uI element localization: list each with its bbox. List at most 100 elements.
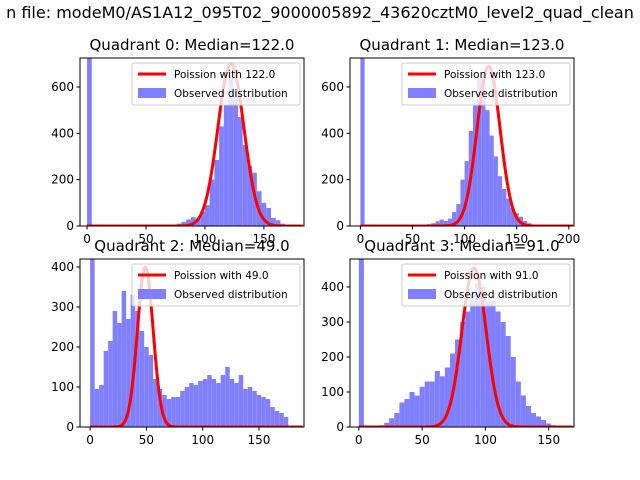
x-tick-label: 100 [453, 232, 476, 246]
histogram-bar [103, 351, 109, 427]
histogram-bar [465, 311, 471, 427]
histogram-bar [214, 159, 220, 226]
x-tick-label: 50 [139, 433, 154, 447]
histogram-bar [520, 395, 526, 427]
legend-observed-label: Observed distribution [174, 289, 288, 301]
y-tick-label: 0 [66, 420, 74, 434]
histogram-bar [121, 291, 127, 427]
x-tick-label: 0 [355, 433, 363, 447]
x-tick-label: 100 [474, 433, 497, 447]
histogram-bar [456, 203, 461, 226]
panel-title: Quadrant 3: Median=91.0 [364, 237, 559, 255]
histogram-bar [186, 219, 191, 226]
histogram-bar [181, 221, 187, 226]
plot-area [86, 58, 304, 226]
histogram-bar [274, 411, 280, 427]
histogram-bar [409, 392, 415, 427]
legend-poisson-label: Poission with 49.0 [174, 270, 269, 282]
legend-observed-swatch [138, 289, 166, 299]
histogram-bar [135, 311, 140, 427]
histogram-bar [94, 389, 100, 427]
histogram-bar [506, 198, 511, 226]
histogram-bar [480, 287, 486, 427]
legend-box [401, 62, 571, 106]
histogram-bar [444, 367, 450, 427]
histogram-bar [429, 381, 435, 427]
histogram-bar [283, 417, 289, 427]
histogram-bar [472, 105, 478, 226]
histogram-bar [247, 387, 253, 427]
histogram-bar [477, 77, 482, 226]
histogram-bar [439, 219, 444, 226]
legend-observed-label: Observed distribution [444, 88, 558, 100]
x-tick-label: 0 [83, 232, 91, 246]
histogram-bar [166, 399, 172, 427]
histogram-bar [220, 375, 226, 427]
histogram-bar [195, 219, 201, 226]
histogram-bar [489, 135, 494, 226]
histogram-bar [144, 347, 149, 427]
histogram-bar [265, 399, 271, 427]
y-tick-label: 100 [321, 385, 344, 399]
x-tick-label: 150 [252, 232, 275, 246]
histogram-bar [87, 58, 92, 226]
y-tick-label: 400 [321, 280, 344, 294]
y-tick-label: 0 [66, 219, 74, 233]
histogram-bar [252, 391, 257, 427]
histogram-bar [360, 58, 365, 226]
histogram-bar [279, 413, 284, 427]
histogram-bar [358, 259, 364, 427]
histogram-bar [495, 311, 501, 427]
histogram-bar [112, 311, 118, 427]
figure-title: n file: modeM0/AS1A12_095T02_9000005892_… [6, 3, 634, 23]
legend-observed-label: Observed distribution [174, 88, 288, 100]
histogram-bar [148, 355, 154, 427]
histogram-bar [200, 211, 205, 226]
y-tick-label: 600 [321, 80, 344, 94]
histogram-bar [502, 188, 507, 226]
histogram-bar [475, 283, 481, 427]
histogram-bar [404, 399, 410, 427]
y-tick-label: 0 [336, 420, 344, 434]
histogram-bar [490, 301, 496, 427]
histogram-bar [497, 176, 503, 226]
legend-poisson-label: Poission with 123.0 [444, 69, 545, 81]
quadrant-3-panel: 0 50 100 150 0 100 200 300 400 Quadrant 3: Median… [321, 237, 575, 447]
histogram-bar [460, 322, 466, 427]
axes-frame [349, 57, 575, 227]
histogram-bar [139, 331, 145, 427]
histogram-bar [275, 220, 281, 226]
histogram-bar [117, 323, 122, 427]
x-tick-label: 150 [248, 433, 271, 447]
histogram-bar [126, 319, 131, 427]
y-tick-label: 200 [51, 340, 74, 354]
axes-frame [79, 258, 305, 428]
y-tick-label: 300 [51, 300, 74, 314]
x-tick-label: 150 [537, 433, 560, 447]
quadrant-1-panel: 0 50 100 150 200 0 200 400 600 Quadrant 1: Median… [321, 36, 580, 246]
histogram-bar [242, 144, 248, 226]
y-tick-label: 200 [321, 173, 344, 187]
legend-poisson-label: Poission with 91.0 [444, 270, 539, 282]
histogram-bar [219, 126, 224, 226]
histogram-bar [485, 110, 490, 226]
histogram-bar [207, 375, 212, 427]
histogram-bar [485, 301, 491, 427]
histogram-bar [198, 381, 203, 427]
histogram-bar [202, 379, 208, 427]
y-tick-label: 200 [321, 350, 344, 364]
histogram-bar [414, 395, 420, 427]
histogram-bar [424, 381, 430, 427]
histogram-bar [270, 407, 275, 427]
plot-area [358, 259, 573, 427]
histogram-bar [434, 371, 440, 427]
y-tick-label: 0 [336, 219, 344, 233]
histogram-bar [229, 379, 235, 427]
histogram-bar [505, 336, 511, 427]
poisson-curve [86, 62, 304, 226]
quadrant-2-panel: 0 50 100 150 0 100 200 300 400 Quadrant 2: Median… [51, 237, 305, 447]
histogram-bar [460, 179, 465, 226]
histogram-bar [452, 212, 457, 226]
histogram-bar [193, 385, 199, 427]
